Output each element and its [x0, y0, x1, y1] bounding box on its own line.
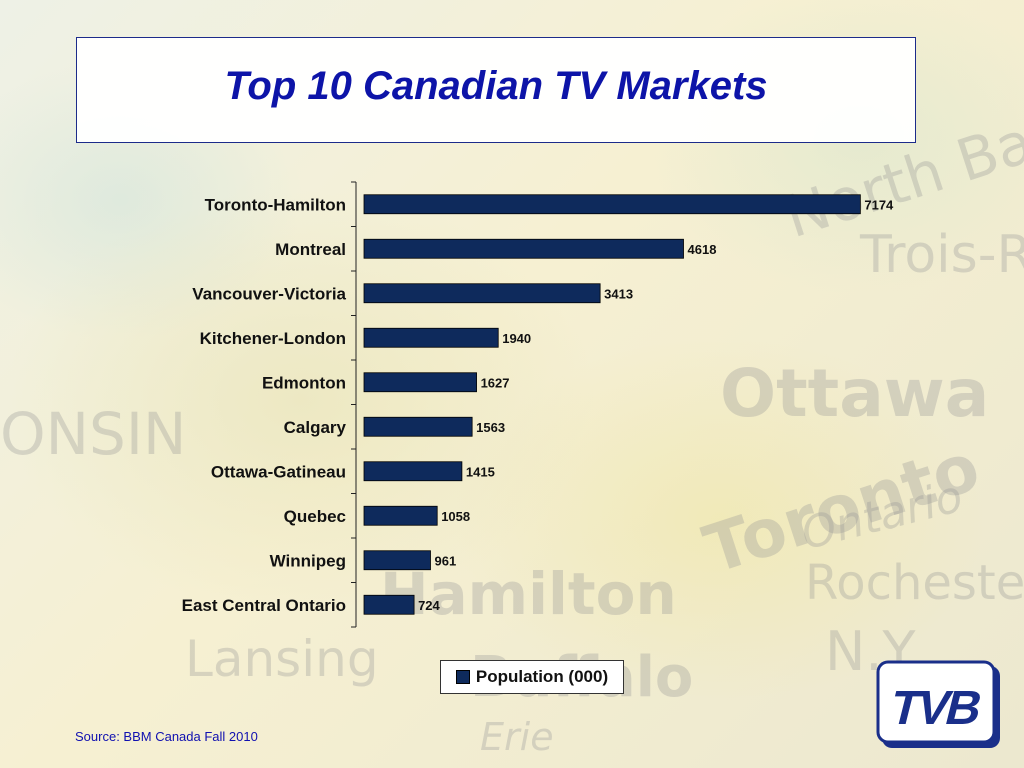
map-label: ONSIN	[0, 400, 187, 468]
bar	[363, 416, 473, 437]
bar	[363, 238, 684, 259]
legend-label: Population (000)	[475, 667, 609, 686]
bar	[363, 505, 438, 526]
chart-legend: Population (000)	[440, 660, 624, 694]
data-label: 7174	[864, 197, 894, 212]
category-label: Ottawa-Gatineau	[211, 462, 346, 481]
bar	[363, 327, 499, 348]
data-label: 3413	[604, 286, 633, 301]
map-label: Lansing	[185, 630, 379, 688]
category-label: Calgary	[284, 418, 347, 437]
bar	[363, 550, 431, 571]
map-label: Hamilton	[380, 560, 677, 628]
category-label: Vancouver-Victoria	[192, 284, 346, 303]
category-label: Toronto-Hamilton	[205, 195, 346, 214]
map-label: Trois-R	[860, 225, 1024, 285]
legend-swatch	[455, 670, 470, 684]
bar	[363, 461, 463, 482]
map-label: Rochester	[805, 555, 1024, 611]
tvb-logo: TVB	[876, 660, 1000, 748]
map-label: Erie	[480, 715, 554, 759]
category-label: East Central Ontario	[182, 596, 346, 615]
data-label: 724	[418, 598, 440, 613]
data-label: 1940	[502, 331, 531, 346]
data-label: 1058	[441, 509, 470, 524]
svg-text:TVB: TVB	[885, 682, 986, 735]
data-label: 961	[434, 553, 456, 568]
category-label: Quebec	[284, 507, 346, 526]
category-label: Winnipeg	[270, 551, 346, 570]
bar	[363, 372, 477, 393]
data-label: 1563	[476, 420, 505, 435]
bar	[363, 194, 861, 215]
bar	[363, 594, 415, 615]
source-note: Source: BBM Canada Fall 2010	[75, 729, 258, 744]
bar	[363, 283, 601, 304]
category-label: Montreal	[275, 240, 346, 259]
category-label: Kitchener-London	[200, 329, 346, 348]
map-label: Ottawa	[720, 355, 990, 432]
category-label: Edmonton	[262, 373, 346, 392]
data-label: 1627	[481, 375, 510, 390]
title-box: Top 10 Canadian TV Markets	[76, 37, 916, 143]
page-title: Top 10 Canadian TV Markets	[224, 63, 768, 108]
data-label: 4618	[688, 242, 717, 257]
data-label: 1415	[466, 464, 495, 479]
